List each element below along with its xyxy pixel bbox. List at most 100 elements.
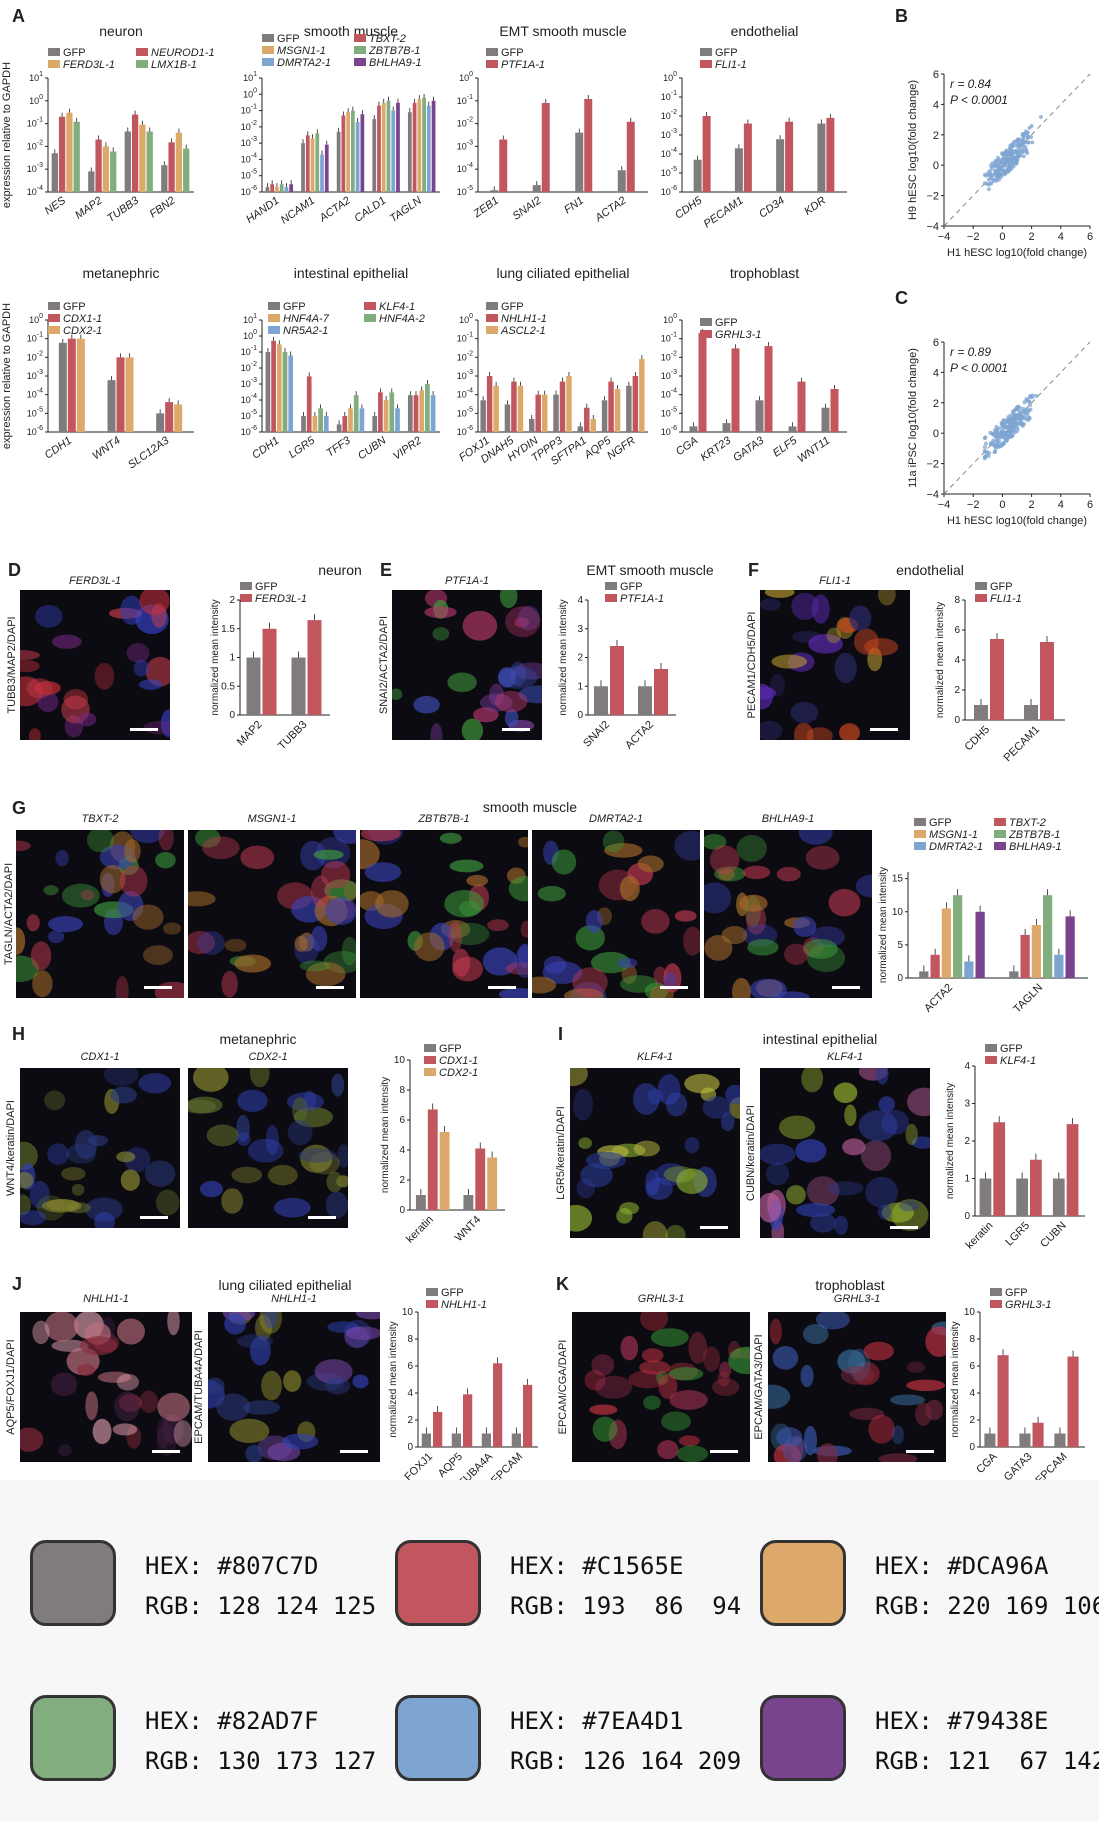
cell-blob <box>718 1361 732 1378</box>
micrograph-content <box>360 830 528 998</box>
cell-blob <box>864 638 899 656</box>
bar <box>1054 954 1064 978</box>
swatch-box <box>395 1540 481 1626</box>
bar <box>532 185 541 192</box>
legend-swatch <box>605 594 617 602</box>
legend-swatch <box>426 1288 438 1296</box>
cell-blob <box>881 1109 909 1135</box>
y-tick-label: 10-3 <box>27 369 43 381</box>
cell-blob <box>658 1374 678 1399</box>
y-tick-label: 10-2 <box>661 350 677 362</box>
identity-line <box>943 341 1091 495</box>
micrograph <box>188 830 356 998</box>
x-tick-label: ACTA2 <box>592 195 628 225</box>
bar <box>590 418 596 432</box>
chart-title: intestinal epithelial <box>294 265 408 281</box>
x-tick-label: HAND1 <box>244 195 281 226</box>
micrograph <box>20 590 170 740</box>
cell-blob <box>86 830 115 853</box>
cell-blob <box>231 1166 263 1184</box>
bar-chart-6: 10-610-510-410-310-210-1100FOXJ1DNAH5HYD… <box>457 265 648 468</box>
cell-blob <box>911 1136 930 1149</box>
y-tick-exp: -3 <box>467 369 473 376</box>
x-tick-label: LGR5 <box>287 434 318 461</box>
cell-blob <box>497 667 517 688</box>
legend-label: GFP <box>1000 1043 1023 1055</box>
bar <box>689 426 698 432</box>
micrograph <box>760 590 910 740</box>
y-tick-label: 100 <box>663 313 677 325</box>
scatter-point <box>1006 150 1011 155</box>
y-tick-label: 8 <box>954 595 960 606</box>
cell-blob <box>776 1427 803 1448</box>
x-tick-label: EPCAM <box>489 1451 525 1480</box>
y-tick-label: 0 <box>229 710 235 721</box>
y-tick-label: 4 <box>964 1061 970 1072</box>
bar <box>1020 934 1030 978</box>
x-tick-label: ACTA2 <box>623 719 656 752</box>
y-tick-label: 4 <box>969 1388 975 1399</box>
bar <box>451 1433 461 1447</box>
y-tick-label: 10-1 <box>27 332 43 344</box>
bar <box>125 357 134 432</box>
y-tick-exp: -4 <box>37 185 43 192</box>
cell-blob <box>300 840 326 871</box>
y-tick-exp: 0 <box>673 313 677 320</box>
scatter-point <box>986 454 991 459</box>
micrograph-background <box>572 1312 750 1462</box>
bar <box>419 390 425 432</box>
cell-blob <box>858 1110 898 1142</box>
micrograph-content <box>760 590 899 740</box>
bar <box>1019 1433 1031 1447</box>
bar-chart-4: 10-6 10-5 10-4 10-3 10-2 10-1 100 CDH1 WNT4 SLC12… <box>27 265 194 471</box>
swatch-hex: HEX: #C1565E <box>510 1552 684 1580</box>
y-tick-label: 2 <box>407 1415 413 1426</box>
cell-blob <box>645 1169 660 1196</box>
legend-label: GFP <box>715 47 738 59</box>
bar <box>430 395 436 432</box>
bar <box>755 400 764 432</box>
cell-blob <box>619 875 640 902</box>
cell-blob <box>352 1374 369 1389</box>
y-tick-label: 10-3 <box>661 128 677 140</box>
scatter-point <box>1001 156 1006 161</box>
legend-swatch <box>486 60 498 68</box>
cell-blob <box>126 643 150 663</box>
bar <box>415 1195 426 1210</box>
cell-blob <box>721 925 748 945</box>
legend-label: DMRTA2-1 <box>929 841 983 853</box>
swatch-rgb: RGB: 128 124 125 <box>145 1592 377 1620</box>
legend-label: CDX1-1 <box>439 1055 478 1067</box>
scale-bar <box>502 728 530 731</box>
legend-label: CDX2-1 <box>63 325 102 337</box>
x-tick-label: WNT4 <box>90 435 122 463</box>
cell-blob <box>116 1373 140 1391</box>
scatter-point <box>1002 162 1007 167</box>
y-tick-label: 10-5 <box>457 406 473 418</box>
y-tick-label: 10-6 <box>241 425 257 437</box>
bar <box>930 954 940 978</box>
y-tick-exp: -5 <box>467 185 473 192</box>
y-tick-label: 10-6 <box>241 185 257 197</box>
y-tick-exp: -2 <box>467 350 473 357</box>
y-tick-label: 101 <box>243 313 257 325</box>
bar <box>307 620 322 715</box>
cell-blob <box>805 845 840 870</box>
bar <box>541 103 550 192</box>
y-tick-label: 10-4 <box>661 147 677 159</box>
bar-chart-7: 10-6 10-5 10-4 10-3 10-2 10-1 100 CGAKRT23GATA3… <box>661 265 847 465</box>
cell-blob <box>602 830 625 853</box>
cell-blob <box>849 1407 885 1420</box>
y-tick-label: −2 <box>926 191 939 203</box>
bar <box>776 139 785 192</box>
cell-blob <box>58 1444 72 1457</box>
y-tick-label: 3 <box>964 1099 970 1110</box>
bar <box>116 357 125 432</box>
micrograph-content <box>208 1312 380 1462</box>
cell-blob <box>43 885 59 896</box>
cell-blob <box>498 666 538 689</box>
cell-blob <box>195 830 221 848</box>
micrograph <box>768 1312 946 1462</box>
bar <box>175 132 183 192</box>
cell-blob <box>782 1436 808 1462</box>
